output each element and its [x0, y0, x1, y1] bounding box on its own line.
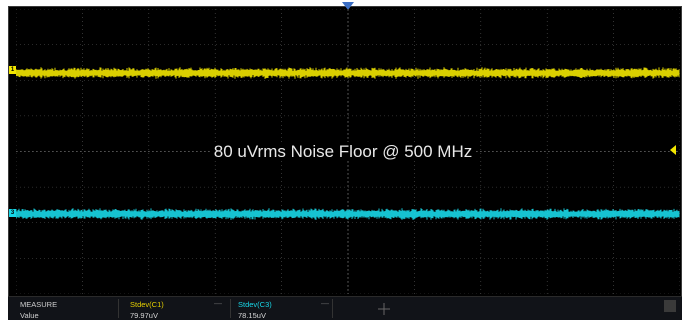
channel-3-noise-trace [16, 208, 680, 220]
trigger-level-marker[interactable] [670, 145, 676, 155]
measure-item-separator: — [214, 299, 222, 308]
measure-divider [230, 299, 231, 318]
add-measurement-plus-icon[interactable] [376, 301, 392, 317]
trigger-position-marker[interactable] [342, 2, 354, 10]
measure-title[interactable]: MEASURE [20, 300, 58, 309]
measure-divider [118, 299, 119, 318]
measure-item-stdev-c3-value: 78.15uV [238, 311, 266, 320]
measure-panel: MEASURE Value Stdev(C1) 79.97uV — Stdev(… [8, 296, 682, 320]
measure-divider [332, 299, 333, 318]
measure-item-stdev-c3-name[interactable]: Stdev(C3) [238, 300, 272, 309]
waveform-grid [16, 9, 680, 294]
channel-1-noise-trace [16, 67, 680, 79]
waveform-display[interactable] [16, 9, 680, 294]
measure-row-label: Value [20, 311, 39, 320]
measure-item-stdev-c1-name[interactable]: Stdev(C1) [130, 300, 164, 309]
channel-1-offset-marker[interactable]: 1 [9, 66, 16, 74]
close-measure-panel-icon[interactable] [664, 300, 676, 312]
measure-item-stdev-c1-value: 79.97uV [130, 311, 158, 320]
channel-3-offset-marker[interactable]: 3 [9, 209, 16, 217]
measure-item-separator: — [321, 299, 329, 308]
